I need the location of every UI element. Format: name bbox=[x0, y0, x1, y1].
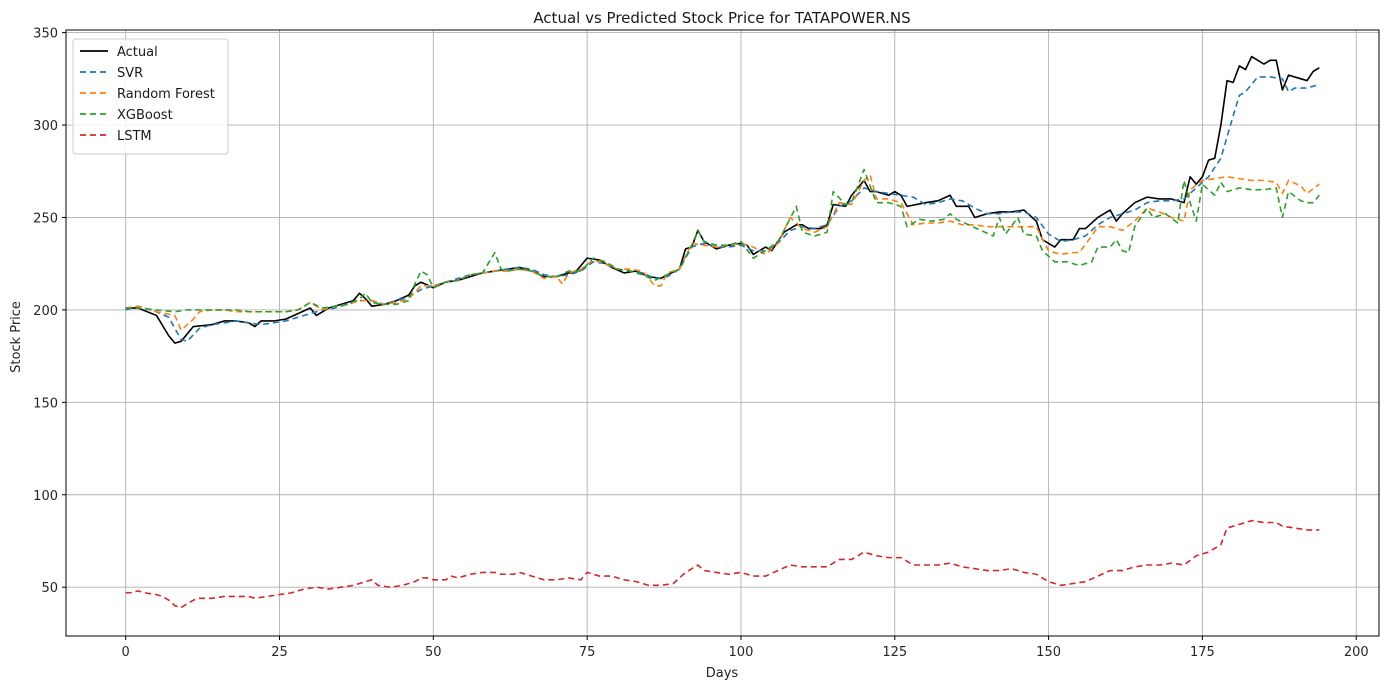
legend: Actual SVR Random Forest XGBoost LSTM bbox=[72, 38, 229, 155]
x-tick-label: 175 bbox=[1190, 645, 1215, 660]
legend-label-lstm: LSTM bbox=[117, 129, 152, 144]
y-tick-label: 300 bbox=[33, 119, 58, 134]
legend-box bbox=[72, 38, 229, 155]
y-tick-label: 50 bbox=[41, 581, 58, 596]
chart-title: Actual vs Predicted Stock Price for TATA… bbox=[533, 9, 910, 27]
series-line-actual bbox=[125, 55, 1320, 344]
x-tick-label: 75 bbox=[579, 645, 596, 660]
x-axis-title: Days bbox=[706, 666, 739, 681]
legend-label-random-forest: Random Forest bbox=[117, 87, 215, 102]
series-line-xgboost bbox=[125, 168, 1320, 313]
legend-label-svr: SVR bbox=[117, 66, 143, 81]
y-tick-label: 350 bbox=[33, 27, 58, 42]
x-axis-ticks: 0 25 50 75 100 125 150 175 200 bbox=[122, 636, 1369, 660]
series-line-svr bbox=[125, 76, 1320, 343]
x-tick-label: 200 bbox=[1344, 645, 1369, 660]
series-line-lstm bbox=[125, 519, 1320, 609]
y-tick-label: 150 bbox=[33, 396, 58, 411]
x-tick-label: 50 bbox=[425, 645, 442, 660]
x-tick-label: 0 bbox=[122, 645, 130, 660]
series-lines bbox=[125, 55, 1320, 609]
y-tick-label: 200 bbox=[33, 304, 58, 319]
plot-frame bbox=[65, 29, 1380, 637]
series-line-random-forest bbox=[125, 174, 1320, 332]
grid bbox=[66, 30, 1379, 636]
legend-label-actual: Actual bbox=[117, 45, 158, 60]
y-tick-label: 100 bbox=[33, 489, 58, 504]
legend-label-xgboost: XGBoost bbox=[117, 108, 173, 123]
y-tick-label: 250 bbox=[33, 211, 58, 226]
x-tick-label: 125 bbox=[882, 645, 907, 660]
x-tick-label: 100 bbox=[729, 645, 754, 660]
y-axis-ticks: 50 100 150 200 250 300 350 bbox=[33, 27, 66, 596]
x-tick-label: 25 bbox=[271, 645, 288, 660]
x-tick-label: 150 bbox=[1036, 645, 1061, 660]
y-axis-title: Stock Price bbox=[9, 301, 24, 373]
